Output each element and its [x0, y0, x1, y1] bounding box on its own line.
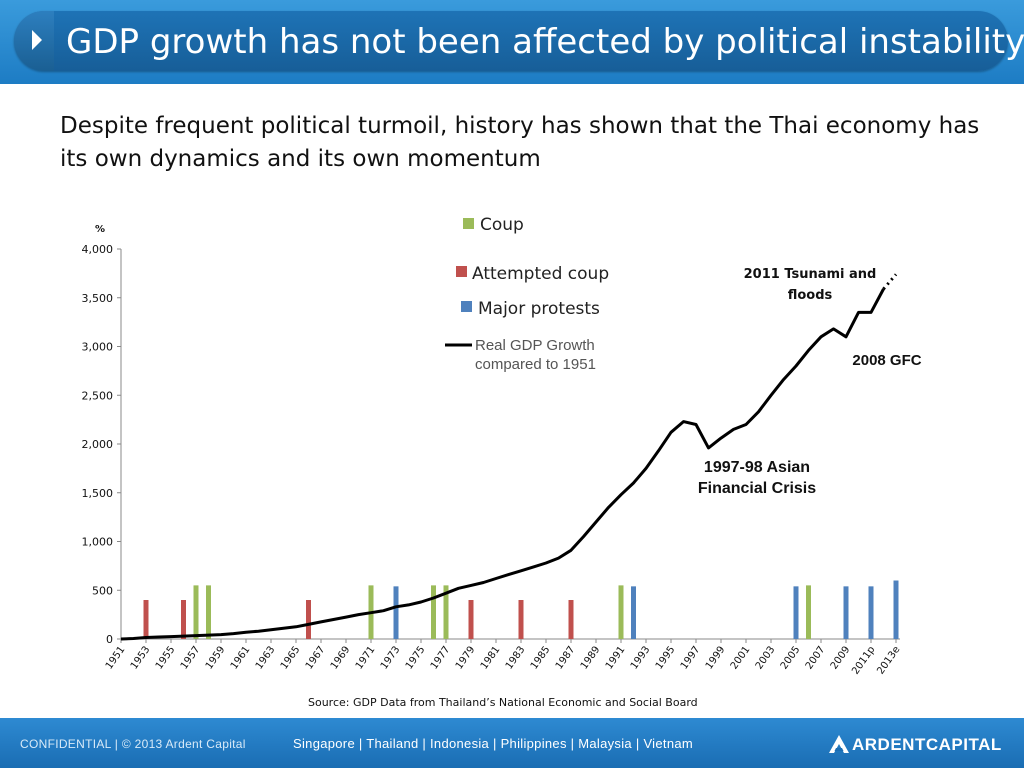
annotation-tsunami: floods: [788, 288, 833, 303]
x-tick-label: 2003: [754, 644, 778, 671]
x-tick-label: 1975: [404, 644, 428, 671]
x-tick-label: 1979: [454, 644, 478, 671]
event-bar-major-protests: [893, 580, 899, 639]
x-tick-label: 1981: [479, 644, 503, 671]
play-arrow-icon: [32, 30, 42, 50]
x-tick-label: 1983: [504, 644, 528, 671]
legend-label: compared to 1951: [475, 356, 596, 373]
subtitle: Despite frequent political turmoil, hist…: [60, 113, 980, 172]
x-tick-label: 1967: [304, 644, 328, 671]
y-tick-label: 2,500: [82, 389, 114, 402]
x-tick-label: 1985: [529, 644, 553, 671]
annotation-asian-crisis: Financial Crisis: [698, 480, 816, 497]
footer-bar: [0, 718, 1024, 768]
legend-label: Major protests: [478, 299, 600, 319]
y-tick-label: 4,000: [82, 243, 114, 256]
x-tick-label: 1997: [679, 644, 703, 671]
legend-label: Real GDP Growth: [475, 337, 595, 354]
footer-confidential: CONFIDENTIAL | © 2013 Ardent Capital: [20, 737, 246, 751]
legend-swatch-coup: [463, 218, 474, 229]
x-tick-label: 2001: [729, 644, 753, 671]
x-tick-label: 1971: [354, 644, 378, 671]
annotation-asian-crisis: 1997-98 Asian: [704, 459, 810, 476]
page-title: GDP growth has not been affected by poli…: [66, 22, 1024, 62]
event-bar-major-protests: [631, 586, 636, 639]
event-bar-coup: [443, 585, 449, 639]
y-tick-label: 1,500: [82, 487, 114, 500]
x-tick-label: 1965: [279, 644, 303, 671]
gdp-line: [120, 288, 885, 641]
annotation-tsunami: 2011 Tsunami and: [744, 267, 877, 282]
event-bar-coup: [431, 585, 436, 639]
source-note: Source: GDP Data from Thailand’s Nationa…: [308, 696, 698, 709]
event-bar-attempted-coup: [181, 600, 186, 639]
footer-locations: Singapore | Thailand | Indonesia | Phili…: [293, 736, 694, 751]
x-tick-label: 1957: [179, 644, 203, 671]
event-bar-attempted-coup: [143, 600, 149, 639]
legend-swatch-major-protests: [461, 301, 472, 312]
legend-swatch-attempted-coup: [456, 266, 467, 277]
gdp-projection-line: [882, 273, 898, 290]
y-tick-label: 0: [106, 633, 113, 646]
ardent-logo-icon: [829, 735, 849, 753]
event-bar-major-protests: [393, 586, 399, 639]
x-tick-label: 1953: [129, 644, 153, 671]
event-bar-coup: [806, 585, 811, 639]
x-tick-label: 1987: [554, 644, 578, 671]
x-tick-label: 1991: [604, 644, 628, 671]
event-bar-coup: [193, 585, 199, 639]
event-bar-attempted-coup: [518, 600, 524, 639]
x-tick-label: 1951: [104, 644, 128, 671]
y-tick-label: 3,500: [82, 292, 114, 305]
x-tick-label: 1969: [329, 644, 353, 671]
x-tick-label: 1993: [629, 644, 653, 671]
x-tick-label: 1963: [254, 644, 278, 671]
event-bar-attempted-coup: [568, 600, 574, 639]
title-bar: [14, 11, 1008, 71]
x-tick-label: 1995: [654, 644, 678, 671]
y-tick-label: 2,000: [82, 438, 114, 451]
x-tick-label: 2007: [804, 644, 828, 671]
x-tick-label: 2013e: [875, 644, 902, 676]
x-tick-label: 2005: [779, 644, 803, 671]
legend-label: Attempted coup: [472, 264, 609, 284]
event-bar-major-protests: [868, 586, 874, 639]
event-bar-coup: [206, 585, 211, 639]
y-tick-label: 500: [92, 584, 113, 597]
x-tick-label: 1961: [229, 644, 253, 671]
legend-label: Coup: [480, 215, 524, 235]
x-tick-label: 1977: [429, 644, 453, 671]
ardent-logo-text: ARDENTCAPITAL: [852, 735, 1002, 754]
event-bar-major-protests: [843, 586, 849, 639]
x-tick-label: 1955: [154, 644, 178, 671]
event-bar-attempted-coup: [468, 600, 474, 639]
event-bar-major-protests: [793, 586, 799, 639]
x-tick-label: 2009: [829, 644, 853, 671]
x-tick-label: 1999: [704, 644, 728, 671]
x-tick-label: 1959: [204, 644, 228, 671]
x-tick-label: 2011p: [850, 644, 877, 676]
event-bar-attempted-coup: [306, 600, 311, 639]
annotation-gfc: 2008 GFC: [852, 352, 921, 369]
y-tick-label: 3,000: [82, 341, 114, 354]
x-tick-label: 1989: [579, 644, 603, 671]
event-bar-coup: [618, 585, 624, 639]
x-tick-label: 1973: [379, 644, 403, 671]
y-axis-unit: %: [95, 224, 105, 235]
y-tick-label: 1,000: [82, 536, 114, 549]
